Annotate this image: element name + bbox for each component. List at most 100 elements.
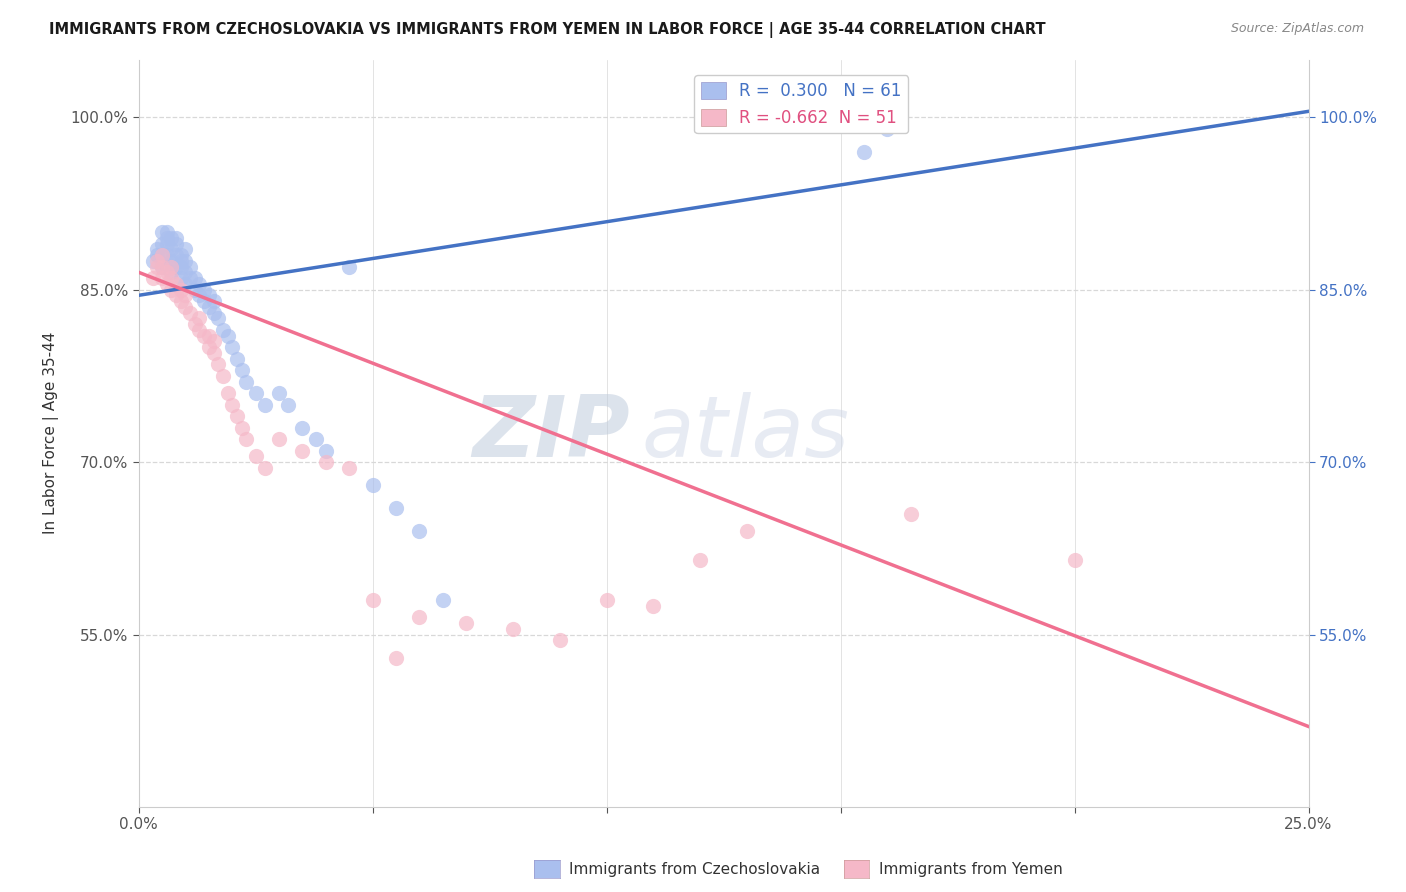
Point [170, 248, 193, 262]
Point [165, 236, 187, 251]
Point [184, 317, 207, 331]
Point [150, 271, 173, 285]
Point [315, 443, 337, 458]
Legend: R =  0.300   N = 61, R = -0.662  N = 51: R = 0.300 N = 61, R = -0.662 N = 51 [695, 76, 908, 134]
Point [198, 288, 221, 302]
Point [170, 253, 193, 268]
Point [385, 650, 408, 665]
Point [361, 593, 384, 607]
Point [160, 260, 183, 274]
Point [202, 294, 225, 309]
Point [193, 328, 215, 343]
Point [170, 283, 193, 297]
Point [174, 253, 197, 268]
Point [146, 243, 169, 257]
Point [170, 271, 193, 285]
Text: Immigrants from Yemen: Immigrants from Yemen [879, 863, 1063, 877]
Point [174, 277, 197, 291]
Point [221, 398, 243, 412]
Point [231, 420, 253, 434]
Text: Immigrants from Czechoslovakia: Immigrants from Czechoslovakia [569, 863, 821, 877]
Point [253, 398, 276, 412]
Point [156, 236, 179, 251]
Point [267, 386, 290, 401]
Point [160, 253, 183, 268]
Y-axis label: In Labor Force | Age 35-44: In Labor Force | Age 35-44 [44, 332, 59, 534]
Point [160, 283, 183, 297]
Text: atlas: atlas [641, 392, 849, 475]
Text: IMMIGRANTS FROM CZECHOSLOVAKIA VS IMMIGRANTS FROM YEMEN IN LABOR FORCE | AGE 35-: IMMIGRANTS FROM CZECHOSLOVAKIA VS IMMIGR… [49, 22, 1046, 38]
Point [852, 145, 875, 159]
Point [235, 375, 257, 389]
Point [146, 248, 169, 262]
Point [1063, 553, 1085, 567]
Point [245, 386, 267, 401]
Point [184, 271, 207, 285]
Point [221, 340, 243, 354]
Point [456, 615, 478, 630]
Point [548, 633, 571, 648]
Point [188, 311, 211, 326]
Point [150, 248, 173, 262]
Text: ZIP: ZIP [472, 392, 630, 475]
Point [408, 610, 430, 624]
Point [174, 300, 197, 314]
Point [150, 248, 173, 262]
Point [291, 443, 314, 458]
Point [502, 622, 524, 636]
Point [165, 231, 187, 245]
Point [245, 450, 267, 464]
Point [202, 346, 225, 360]
Point [170, 294, 193, 309]
Point [207, 311, 229, 326]
Point [170, 260, 193, 274]
Point [735, 524, 758, 538]
Point [202, 334, 225, 349]
Point [156, 265, 179, 279]
Point [193, 283, 215, 297]
Point [165, 288, 187, 302]
Point [226, 351, 249, 366]
Point [160, 271, 183, 285]
Point [315, 455, 337, 469]
Point [188, 288, 211, 302]
Point [253, 460, 276, 475]
Point [198, 328, 221, 343]
Point [337, 260, 360, 274]
Point [150, 236, 173, 251]
Point [226, 409, 249, 423]
Point [150, 260, 173, 274]
Point [193, 294, 215, 309]
Point [142, 271, 165, 285]
Point [900, 507, 922, 521]
Point [207, 357, 229, 371]
Point [291, 420, 314, 434]
Point [198, 340, 221, 354]
Point [267, 432, 290, 446]
Point [217, 328, 239, 343]
Point [150, 260, 173, 274]
Point [156, 231, 179, 245]
Point [188, 323, 211, 337]
Point [174, 288, 197, 302]
Point [156, 260, 179, 274]
Point [165, 248, 187, 262]
Point [202, 305, 225, 319]
Point [231, 363, 253, 377]
Point [179, 271, 201, 285]
Point [235, 432, 257, 446]
Point [643, 599, 665, 613]
Point [156, 225, 179, 239]
Point [184, 283, 207, 297]
Text: Source: ZipAtlas.com: Source: ZipAtlas.com [1230, 22, 1364, 36]
Point [188, 277, 211, 291]
Point [150, 225, 173, 239]
Point [160, 265, 183, 279]
Point [305, 432, 328, 446]
Point [408, 524, 430, 538]
Point [165, 277, 187, 291]
Point [156, 277, 179, 291]
Point [179, 260, 201, 274]
Point [174, 265, 197, 279]
Point [156, 248, 179, 262]
